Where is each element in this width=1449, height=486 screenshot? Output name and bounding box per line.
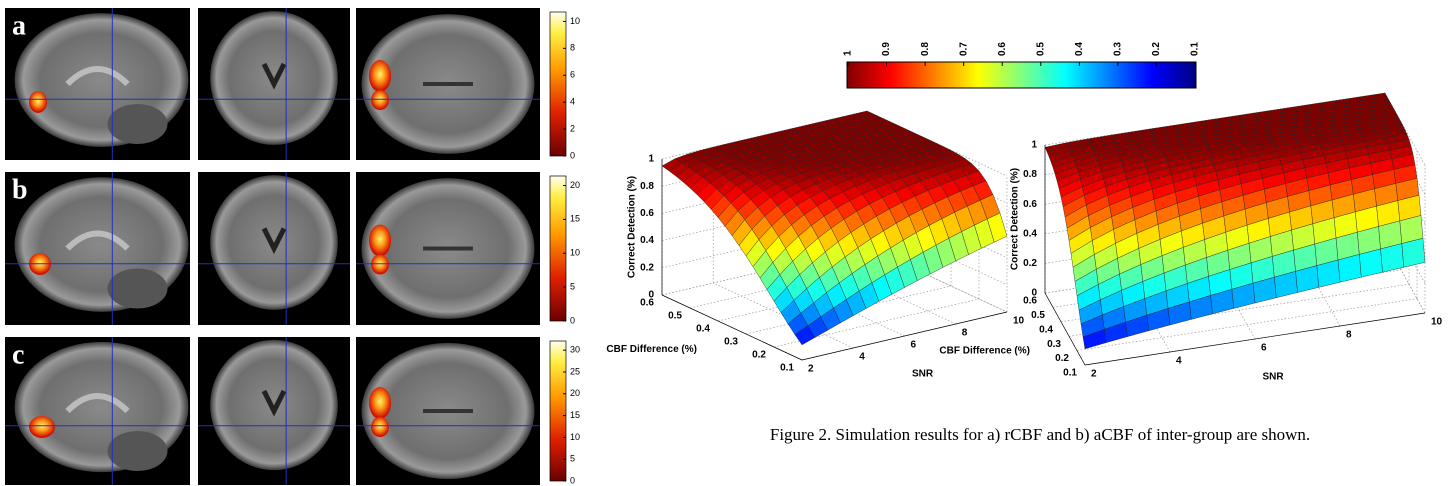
z-tick-label: 1 <box>648 154 654 165</box>
x-tick-label: 0.6 <box>1023 296 1037 307</box>
colorbar-tick-label: 8 <box>570 43 575 53</box>
brain-slice <box>210 340 338 470</box>
y-axis-label: SNR <box>1262 372 1284 383</box>
z-tick-label: 0.2 <box>640 262 654 273</box>
colorbar-tick-label: 0.5 <box>1035 42 1046 56</box>
y-tick-label: 10 <box>1013 316 1025 327</box>
x-axis-label: CBF Difference (%) <box>939 346 1030 357</box>
y-tick-label: 8 <box>1346 330 1352 341</box>
colorbar-tick-label: 15 <box>570 410 580 420</box>
colorbar-tick-label: 0.2 <box>1151 42 1162 56</box>
x-tick-label: 0.1 <box>1063 368 1077 379</box>
colorbar <box>550 341 566 481</box>
activation-blob <box>29 416 55 438</box>
x-tick-label: 0.2 <box>1055 353 1069 364</box>
y-tick-label: 6 <box>911 340 917 351</box>
x-tick-label: 0.6 <box>640 298 654 309</box>
activation-blob <box>371 90 389 110</box>
colorbar-tick-label: 0 <box>570 150 575 160</box>
row-label: a <box>12 10 26 41</box>
colorbar-tick-label: 20 <box>570 388 580 398</box>
activation-blob <box>371 255 389 275</box>
colorbar-tick-label: 0.6 <box>997 42 1008 56</box>
z-tick-label: 0.4 <box>640 235 654 246</box>
caption: Figure 2. Simulation results for a) rCBF… <box>770 425 1310 444</box>
x-tick-label: 0.5 <box>1031 310 1045 321</box>
colorbar-tick-label: 10 <box>570 248 580 258</box>
figure: Figure 2. Simulation results for a) rCBF… <box>0 0 1449 486</box>
y-tick-label: 10 <box>1431 317 1443 328</box>
y-tick-label: 8 <box>962 328 968 339</box>
colorbar-tick-label: 5 <box>570 281 575 291</box>
colorbar-tick-label: 5 <box>570 454 575 464</box>
colorbar-tick-label: 4 <box>570 97 575 107</box>
y-tick-label: 2 <box>808 364 814 375</box>
colorbar-tick-label: 0.7 <box>958 42 969 56</box>
x-axis-label: CBF Difference (%) <box>606 344 697 355</box>
y-axis-label: SNR <box>912 369 934 380</box>
colorbar <box>550 12 566 156</box>
colorbar-tick-label: 0.4 <box>1074 42 1085 56</box>
activation-blob <box>371 417 389 437</box>
colorbar-tick-label: 15 <box>570 214 580 224</box>
y-tick-label: 4 <box>859 352 865 363</box>
colorbar-tick-label: 0.9 <box>881 42 892 56</box>
cerebellum <box>108 269 168 309</box>
cerebellum <box>108 104 168 144</box>
colorbar-tick-label: 10 <box>570 16 580 26</box>
z-tick-label: 0.6 <box>1023 199 1037 210</box>
z-tick-label: 0.6 <box>640 208 654 219</box>
colorbar <box>847 62 1196 88</box>
z-axis-label: Correct Detection (%) <box>1010 168 1021 270</box>
colorbar-tick-label: 1 <box>843 50 854 56</box>
x-tick-label: 0.3 <box>1047 339 1061 350</box>
colorbar-tick-label: 6 <box>570 70 575 80</box>
z-tick-label: 0.8 <box>1023 169 1037 180</box>
z-tick-label: 0.4 <box>1023 228 1037 239</box>
cerebellum <box>108 431 168 471</box>
activation-blob <box>369 60 391 92</box>
row-label: b <box>12 174 28 205</box>
colorbar-tick-label: 10 <box>570 432 580 442</box>
colorbar-tick-label: 25 <box>570 366 580 376</box>
colorbar-tick-label: 0 <box>570 475 575 485</box>
colorbar-tick-label: 0 <box>570 315 575 325</box>
row-label: c <box>12 339 24 370</box>
z-tick-label: 0.8 <box>640 181 654 192</box>
surface-patch <box>1402 238 1425 267</box>
x-tick-label: 0.4 <box>1039 324 1053 335</box>
x-tick-label: 0.1 <box>780 363 794 374</box>
colorbar <box>550 176 566 321</box>
activation-blob <box>369 387 391 419</box>
brain-slice <box>210 175 338 310</box>
x-tick-label: 0.4 <box>696 324 710 335</box>
colorbar-tick-label: 0.3 <box>1113 42 1124 56</box>
colorbar-tick-label: 30 <box>570 345 580 355</box>
z-tick-label: 0.2 <box>1023 258 1037 269</box>
brain-slice <box>210 11 338 145</box>
y-tick-label: 2 <box>1091 369 1097 380</box>
y-tick-label: 6 <box>1261 343 1267 354</box>
x-tick-label: 0.3 <box>724 337 738 348</box>
activation-blob <box>369 225 391 257</box>
colorbar-tick-label: 2 <box>570 123 575 133</box>
colorbar-tick-label: 0.1 <box>1190 42 1201 56</box>
colorbar-tick-label: 0.8 <box>920 42 931 56</box>
y-tick-label: 4 <box>1176 356 1182 367</box>
x-tick-label: 0.2 <box>752 350 766 361</box>
x-tick-label: 0.5 <box>668 311 682 322</box>
activation-blob <box>29 91 47 113</box>
z-axis-label: Correct Detection (%) <box>627 176 638 278</box>
z-tick-label: 1 <box>1031 140 1037 151</box>
colorbar-tick-label: 20 <box>570 180 580 190</box>
